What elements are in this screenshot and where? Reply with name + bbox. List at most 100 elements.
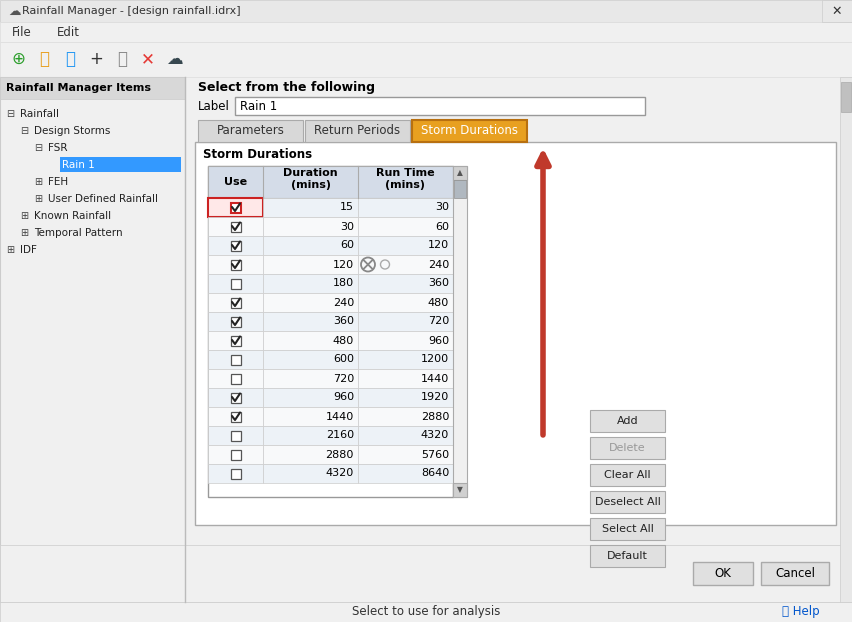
Bar	[208, 236, 263, 255]
Text: Storm Durations: Storm Durations	[203, 147, 312, 160]
Bar	[231, 412, 240, 422]
Text: Add: Add	[617, 416, 638, 426]
Text: 60: 60	[435, 221, 449, 231]
Bar	[263, 445, 358, 464]
Bar	[60, 157, 181, 172]
Text: 4320: 4320	[421, 430, 449, 440]
Bar	[590, 464, 665, 486]
Text: 30: 30	[340, 221, 354, 231]
Bar	[263, 293, 358, 312]
Bar	[358, 407, 453, 426]
Bar	[453, 166, 467, 497]
Text: ⊕: ⊕	[11, 50, 25, 68]
Text: Select All: Select All	[602, 524, 653, 534]
Bar	[208, 464, 263, 483]
Bar	[231, 450, 240, 460]
Text: 480: 480	[428, 297, 449, 307]
Bar	[263, 350, 358, 369]
Text: +: +	[89, 50, 103, 68]
Bar	[358, 198, 453, 217]
Text: 📋: 📋	[117, 50, 127, 68]
Bar	[263, 369, 358, 388]
Bar	[0, 545, 852, 602]
Text: OK: OK	[715, 567, 731, 580]
Bar	[358, 293, 453, 312]
Bar	[231, 355, 240, 364]
Bar	[263, 236, 358, 255]
Text: ⊞: ⊞	[20, 228, 28, 238]
Text: ☁: ☁	[165, 50, 182, 68]
Bar	[358, 255, 453, 274]
Text: 1920: 1920	[421, 392, 449, 402]
Bar	[453, 166, 467, 180]
Bar	[231, 203, 240, 213]
Bar	[208, 331, 263, 350]
Bar	[358, 464, 453, 483]
Bar	[198, 120, 303, 142]
Bar	[358, 331, 453, 350]
Bar	[231, 279, 240, 289]
Text: 🌐 Help: 🌐 Help	[782, 605, 820, 618]
Text: ⊞: ⊞	[34, 194, 42, 204]
Text: ▲: ▲	[457, 169, 463, 177]
Text: Rainfall Manager - [design rainfall.idrx]: Rainfall Manager - [design rainfall.idrx…	[22, 6, 240, 16]
Bar	[0, 22, 852, 42]
Text: Rainfall Manager Items: Rainfall Manager Items	[6, 83, 151, 93]
Bar	[208, 198, 263, 217]
Bar	[453, 483, 467, 497]
Text: Use: Use	[224, 177, 247, 187]
Bar	[231, 392, 240, 402]
Text: 960: 960	[333, 392, 354, 402]
Text: 1200: 1200	[421, 355, 449, 364]
Text: ⊞: ⊞	[20, 211, 28, 221]
Bar	[263, 388, 358, 407]
Bar	[263, 198, 358, 217]
Text: Known Rainfall: Known Rainfall	[34, 211, 111, 221]
Bar	[412, 120, 527, 142]
Text: 240: 240	[428, 259, 449, 269]
Bar	[263, 217, 358, 236]
Bar	[0, 77, 185, 99]
Bar	[231, 373, 240, 384]
Bar	[0, 77, 852, 602]
Text: ⊟: ⊟	[6, 109, 14, 119]
Bar	[263, 274, 358, 293]
Text: Return Periods: Return Periods	[314, 124, 400, 137]
Bar	[208, 407, 263, 426]
Text: 360: 360	[428, 279, 449, 289]
Bar	[358, 217, 453, 236]
Bar	[195, 142, 836, 525]
Text: 2880: 2880	[325, 450, 354, 460]
Text: Duration
(mins): Duration (mins)	[283, 168, 337, 190]
Bar	[358, 274, 453, 293]
Text: Rain 1: Rain 1	[240, 100, 277, 113]
Text: 5760: 5760	[421, 450, 449, 460]
Bar	[208, 445, 263, 464]
Bar	[231, 297, 240, 307]
Bar	[590, 518, 665, 540]
Text: 1440: 1440	[325, 412, 354, 422]
Bar	[590, 491, 665, 513]
Bar	[208, 255, 263, 274]
Text: Select to use for analysis: Select to use for analysis	[352, 605, 500, 618]
Text: ⊟: ⊟	[34, 143, 42, 153]
Bar	[208, 166, 453, 497]
Bar	[231, 259, 240, 269]
Text: Default: Default	[607, 551, 648, 561]
Bar	[454, 180, 466, 198]
Bar	[231, 430, 240, 440]
Text: Cancel: Cancel	[775, 567, 815, 580]
Bar	[822, 0, 852, 22]
Text: Storm Durations: Storm Durations	[421, 124, 518, 137]
Bar	[208, 388, 263, 407]
Bar	[231, 317, 240, 327]
Bar	[208, 217, 263, 236]
Text: Deselect All: Deselect All	[595, 497, 660, 507]
Bar	[841, 82, 851, 112]
Text: Rainfall: Rainfall	[20, 109, 59, 119]
Bar	[590, 545, 665, 567]
Bar	[235, 97, 645, 115]
Bar	[263, 407, 358, 426]
Bar	[231, 241, 240, 251]
Text: ✕: ✕	[832, 4, 843, 17]
